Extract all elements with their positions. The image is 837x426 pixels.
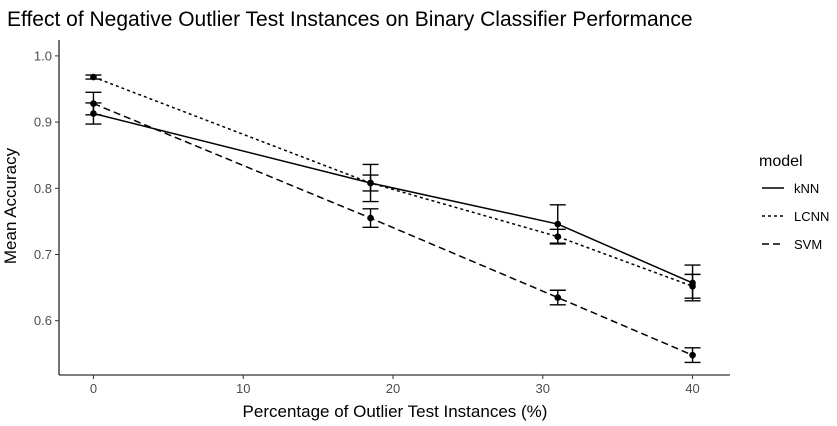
series-svm (85, 91, 701, 364)
data-point (554, 233, 562, 240)
y-tick-label: 0.7 (34, 247, 52, 262)
series-line (93, 112, 693, 284)
data-point (90, 73, 97, 81)
legend-label-svm: SVM (794, 237, 822, 252)
legend-label-lcnn: LCNN (794, 209, 829, 224)
series-lcnn (85, 73, 701, 299)
series-line (93, 76, 693, 287)
y-tick-label: 0.6 (34, 313, 52, 328)
x-tick-label: 20 (386, 381, 400, 396)
data-point (689, 351, 696, 359)
x-tick-label: 0 (90, 381, 97, 396)
x-axis-title: Percentage of Outlier Test Instances (%) (243, 402, 548, 421)
x-tick-label: 30 (536, 381, 550, 396)
data-point (90, 100, 97, 107)
y-tick-label: 1.0 (34, 48, 52, 63)
y-tick-label: 0.9 (34, 115, 52, 130)
legend-title: model (759, 153, 803, 170)
plot-area (85, 73, 701, 364)
legend-label-knn: kNN (794, 181, 819, 196)
x-tick-label: 10 (236, 381, 250, 396)
series-line (93, 102, 693, 356)
chart-title: Effect of Negative Outlier Test Instance… (7, 8, 693, 31)
y-axis-title: Mean Accuracy (1, 147, 20, 264)
data-point (367, 179, 374, 187)
y-tick-label: 0.8 (34, 181, 52, 196)
data-point (689, 282, 696, 290)
series-knn (85, 102, 701, 302)
legend: model kNN LCNN SVM (759, 153, 829, 252)
axes: 0 10 20 30 40 0.6 0.7 0.8 0.9 1.0 (34, 40, 730, 396)
data-point (367, 214, 374, 222)
data-point (554, 220, 562, 228)
x-tick-label: 40 (685, 381, 699, 396)
data-point (554, 294, 562, 301)
